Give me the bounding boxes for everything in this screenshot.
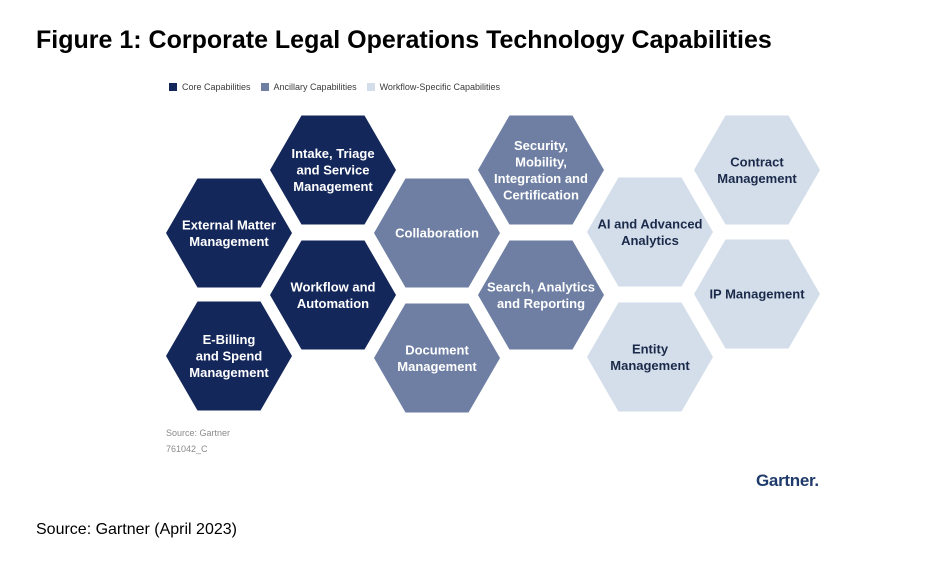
hex-contract-management-label: Contract Management [717, 154, 797, 186]
figure-caption: Source: Gartner (April 2023) [36, 521, 237, 538]
hex-workflow-and-automation: Workflow and Automation [270, 240, 396, 350]
hex-external-matter-management-label: External Matter Management [182, 217, 276, 249]
hex-intake-triage-service-management: Intake, Triage and Service Management [270, 115, 396, 225]
legend-label-ancillary: Ancillary Capabilities [273, 82, 357, 92]
gartner-logo: Gartner. [756, 471, 819, 490]
hex-document-management: Document Management [374, 303, 500, 413]
hex-e-billing-and-spend-management: E-Billing and Spend Management [166, 301, 292, 411]
hex-ip-management-shape [694, 239, 820, 349]
legend-item-ancillary: Ancillary Capabilities [260, 82, 357, 92]
hex-collaboration-label: Collaboration [395, 226, 479, 241]
hex-e-billing-and-spend-management-label: E-Billing and Spend Management [189, 332, 269, 380]
hex-security-mobility-integration-certification: Security, Mobility, Integration and Certifi… [478, 115, 604, 225]
hex-document-management-label: Document Management [397, 342, 477, 374]
hex-entity-management-shape [587, 302, 713, 412]
hex-entity-management: Entity Management [587, 302, 713, 412]
hex-security-mobility-integration-certification-label: Security, Mobility, Integration and Certifi… [494, 138, 588, 203]
hex-collaboration: Collaboration [374, 178, 500, 288]
legend-swatch-workflow [366, 83, 375, 91]
hex-contract-management: Contract Management [694, 115, 820, 225]
hex-intake-triage-service-management-label: Intake, Triage and Service Management [291, 146, 374, 194]
hex-workflow-and-automation-label: Workflow and Automation [291, 279, 376, 311]
legend: Core Capabilities Ancillary Capabilities… [169, 82, 510, 92]
hex-entity-management-label: Entity Management [610, 341, 690, 373]
hex-workflow-and-automation-shape [270, 240, 396, 350]
legend-label-core: Core Capabilities [182, 82, 251, 92]
hex-document-management-shape [374, 303, 500, 413]
hex-intake-triage-service-management-shape [270, 115, 396, 225]
hex-ip-management-label: IP Management [709, 287, 805, 302]
legend-item-workflow: Workflow-Specific Capabilities [366, 82, 500, 92]
hex-search-analytics-reporting-shape [478, 240, 604, 350]
hex-external-matter-management: External Matter Management [166, 178, 292, 288]
hex-external-matter-management-shape [166, 178, 292, 288]
figure-code: 761042_C [166, 444, 208, 454]
legend-label-workflow: Workflow-Specific Capabilities [379, 82, 500, 92]
chart-source: Source: Gartner [166, 428, 231, 438]
hex-collaboration-shape [374, 178, 500, 288]
hex-ai-and-advanced-analytics-shape [587, 177, 713, 287]
hex-e-billing-and-spend-management-shape [166, 301, 292, 411]
hex-ip-management: IP Management [694, 239, 820, 349]
hex-search-analytics-reporting-label: Search, Analytics and Reporting [487, 279, 595, 311]
legend-swatch-ancillary [260, 83, 269, 91]
hex-contract-management-shape [694, 115, 820, 225]
hex-ai-and-advanced-analytics: AI and Advanced Analytics [587, 177, 713, 287]
hex-ai-and-advanced-analytics-label: AI and Advanced Analytics [598, 216, 703, 248]
hex-search-analytics-reporting: Search, Analytics and Reporting [478, 240, 604, 350]
legend-item-core: Core Capabilities [169, 82, 251, 92]
figure-title: Figure 1: Corporate Legal Operations Tec… [36, 26, 772, 54]
legend-swatch-core [169, 83, 177, 91]
hex-security-mobility-integration-certification-shape [478, 115, 604, 225]
